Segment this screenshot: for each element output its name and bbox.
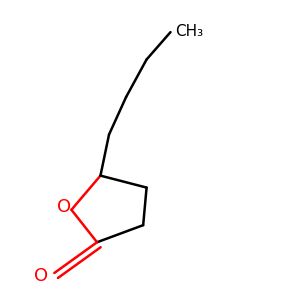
Text: O: O <box>34 267 48 285</box>
Text: CH₃: CH₃ <box>176 24 204 39</box>
Text: O: O <box>57 198 71 216</box>
